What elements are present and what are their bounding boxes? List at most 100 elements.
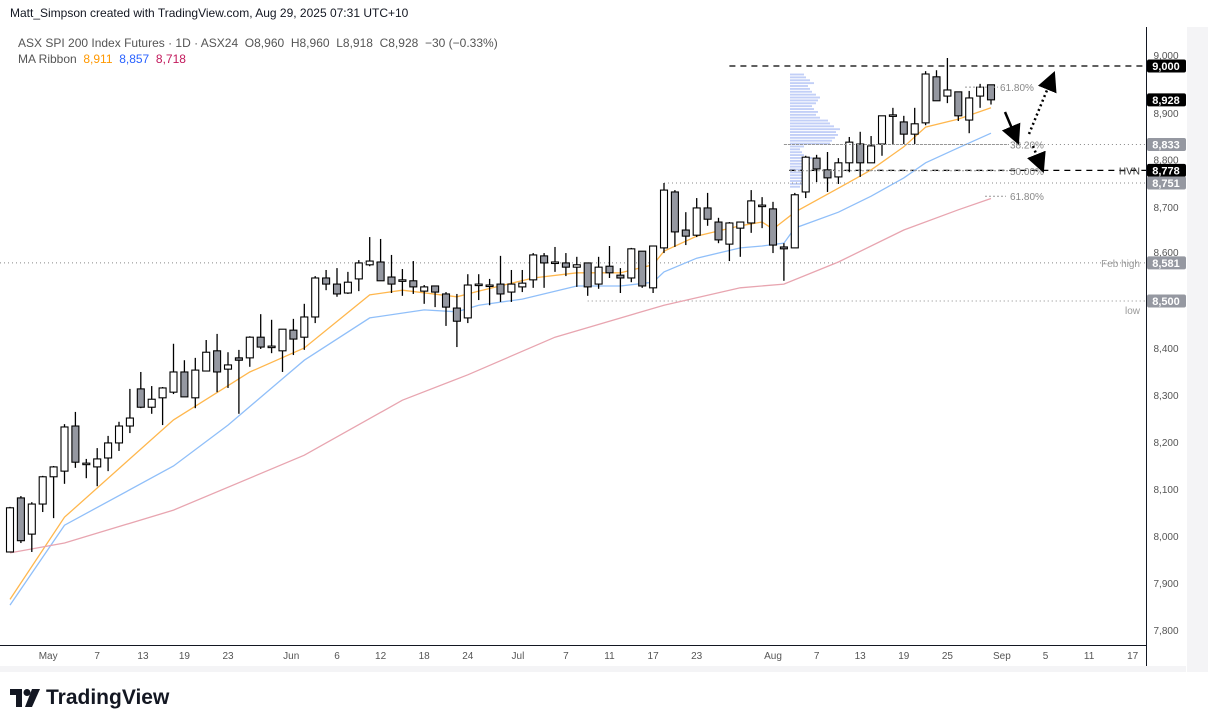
time-tick: 18 <box>419 651 431 662</box>
volume-profile-bar <box>790 110 818 113</box>
candle <box>779 243 788 281</box>
volume-profile-bar <box>790 180 806 182</box>
candle-body <box>790 194 799 249</box>
time-tick: Sep <box>993 651 1011 662</box>
candle <box>245 336 254 367</box>
time-tick: Jul <box>512 651 525 662</box>
ohlc-open: O8,960 <box>244 36 285 50</box>
candle <box>114 421 124 451</box>
ma-ribbon-legend[interactable]: MA Ribbon 8,911 8,857 8,718 <box>18 52 186 66</box>
candle <box>670 190 679 247</box>
candle-body <box>267 345 276 349</box>
tradingview-logo[interactable]: TradingView <box>10 686 169 710</box>
candle-body <box>932 76 941 102</box>
candle <box>692 198 701 238</box>
candle-body <box>583 262 592 288</box>
candle-body <box>616 274 625 279</box>
time-axis[interactable]: 5 May 7 13 19 23 Jun 6 12 18 24 Jul 7 11 17 23 Aug 7 13 19 2… <box>0 651 1139 662</box>
candle <box>583 262 592 296</box>
tradingview-logo-text: TradingView <box>46 686 170 709</box>
candle <box>986 84 996 105</box>
candle <box>387 254 396 294</box>
time-tick: Aug <box>764 651 782 662</box>
candle-body <box>910 123 919 135</box>
candle-body <box>82 462 91 466</box>
candle-body <box>823 169 832 179</box>
volume-profile-bar <box>790 122 830 125</box>
price-badge-text: 8,581 <box>1152 258 1180 270</box>
candle-body <box>518 282 527 288</box>
fib-label: 61.80% <box>1010 192 1044 203</box>
candle <box>180 360 189 398</box>
candle-body <box>420 286 429 292</box>
volume-profile-bar <box>790 79 810 82</box>
candle <box>681 212 690 246</box>
candles <box>5 58 996 553</box>
candle-body <box>845 141 854 164</box>
down-arrow[interactable] <box>1001 111 1021 145</box>
candle <box>289 318 298 356</box>
candle <box>877 115 887 156</box>
fib-label: 38.20% <box>1010 140 1044 151</box>
candle-body <box>736 221 745 229</box>
candle <box>125 388 134 434</box>
candle-body <box>627 248 636 279</box>
candle <box>594 256 603 289</box>
candle-body <box>507 283 516 293</box>
candle-body <box>965 97 974 121</box>
candle-body <box>867 145 876 164</box>
last-price-text: 8,928 <box>1152 95 1180 107</box>
candle-body <box>5 507 15 553</box>
candle <box>398 269 407 296</box>
candle-body <box>223 364 233 370</box>
candle <box>300 303 309 350</box>
price-tick: 8,300 <box>1153 391 1178 402</box>
volume-profile-bar <box>790 90 812 93</box>
price-badge <box>1147 137 1186 151</box>
candle <box>714 217 723 244</box>
ohlc-high: H8,960 <box>290 36 330 50</box>
fib-label: 50.00% <box>1010 167 1044 178</box>
candle <box>452 293 461 348</box>
volume-profile-bar <box>790 171 804 174</box>
candle-body <box>834 162 843 178</box>
candle-body <box>234 357 243 361</box>
candle <box>758 197 767 229</box>
ma-fast-value: 8,911 <box>83 52 113 66</box>
dotted-down-arrow[interactable] <box>1027 145 1046 173</box>
time-tick: 19 <box>179 651 191 662</box>
candle-body <box>71 425 80 463</box>
candle-body <box>758 204 767 208</box>
candle <box>529 253 538 288</box>
candle-body <box>463 284 472 319</box>
candle-body <box>114 425 124 444</box>
price-badge-text: 8,500 <box>1152 296 1180 308</box>
candle-body <box>714 221 723 241</box>
ma-ribbon-label: MA Ribbon <box>18 52 77 66</box>
candle <box>845 136 854 173</box>
price-axis[interactable]: 9,000 8,778 8,833 8,751 8,581 8,500 8,928 <box>1147 59 1186 309</box>
fib-retracement[interactable]: 61.80% 38.20% 50.00% 61.80% <box>785 83 1044 203</box>
time-tick: 7 <box>563 651 569 662</box>
symbol-legend[interactable]: ASX SPI 200 Index Futures · 1D · ASX24 O… <box>18 36 498 50</box>
candle <box>234 349 243 414</box>
volume-profile-bar <box>790 87 810 90</box>
price-axis-ticks[interactable]: 9,000 8,900 8,800 8,700 8,600 8,400 8,300 8,200… <box>1153 51 1178 637</box>
projection-arrows[interactable] <box>1001 71 1057 173</box>
horizontal-levels: HVN Feb high low <box>0 65 1146 317</box>
candle-body <box>104 442 113 459</box>
candle-body <box>812 157 821 170</box>
candle <box>365 237 374 267</box>
candle <box>213 333 222 393</box>
dotted-up-arrow[interactable] <box>1027 71 1057 135</box>
time-axis-scroll[interactable] <box>0 666 1186 672</box>
time-tick: 25 <box>942 651 954 662</box>
price-badge <box>1147 163 1186 177</box>
time-tick: 19 <box>898 651 910 662</box>
candle-body <box>245 336 254 359</box>
candle <box>768 201 778 254</box>
candle-body <box>725 222 734 245</box>
volume-profile-bar <box>790 93 816 96</box>
candle-body <box>452 307 461 322</box>
